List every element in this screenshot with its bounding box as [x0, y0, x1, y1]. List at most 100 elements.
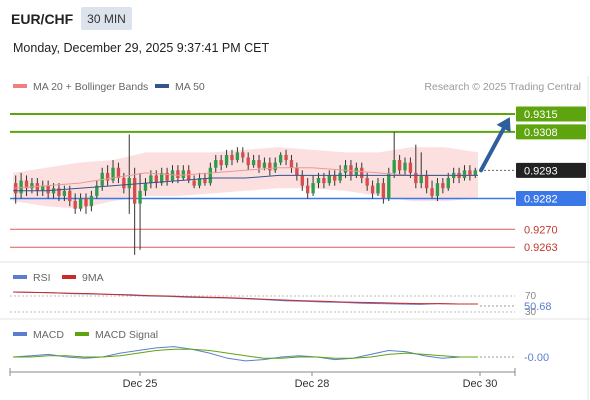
candle-body	[219, 160, 223, 166]
candle-body	[197, 178, 202, 186]
candle-body	[170, 170, 175, 181]
candle-body	[278, 154, 283, 163]
rsi-legend-swatch	[13, 275, 27, 279]
price-legend: MA 20 + Bollinger Bands MA 50 Research ©…	[13, 81, 581, 93]
forecast-arrow-shaft	[479, 122, 508, 173]
candle-body	[116, 167, 121, 178]
level-label-0.9282: 0.9282	[524, 194, 558, 206]
candle-body	[19, 180, 23, 194]
macd-series-signal	[13, 348, 478, 359]
rsi-tick-30: 30	[525, 307, 537, 318]
candle-body	[462, 170, 467, 178]
candle-body	[122, 178, 126, 189]
candle-body	[343, 165, 348, 173]
candle-body	[165, 172, 169, 181]
candle-body	[78, 198, 83, 209]
candle-body	[105, 172, 110, 181]
macd-legend-swatch	[13, 332, 27, 336]
ma50-legend-swatch	[155, 84, 169, 88]
chart-header: EUR/CHF 30 MIN Monday, December 29, 2025…	[0, 0, 590, 76]
level-label-0.9263: 0.9263	[524, 242, 558, 254]
candle-body	[235, 152, 240, 161]
candle-body	[381, 183, 386, 199]
level-label-0.9293: 0.9293	[524, 165, 558, 177]
level-label-bg-0.9308	[516, 124, 586, 140]
candle-body	[333, 175, 337, 181]
candle-body	[89, 195, 94, 207]
candle-body	[143, 183, 148, 191]
macd-series-macd	[12, 346, 478, 362]
timeframe-button[interactable]: 30 MIN	[81, 7, 132, 30]
candle-body	[435, 183, 440, 196]
ma20-line	[12, 167, 478, 189]
price-levels	[10, 112, 515, 248]
level-labels: 0.9315 0.9308 0.9293 0.9282 0.9270 0.9263	[516, 106, 586, 254]
x-tick-label-Dec 30: Dec 30	[463, 378, 498, 390]
rsi-legend: RSI 9MA	[13, 272, 104, 284]
candle-body	[230, 154, 234, 161]
macd-legend: MACD MACD Signal	[13, 329, 158, 341]
candle-body	[370, 185, 375, 194]
candle-body	[424, 175, 429, 189]
candle-body	[403, 162, 407, 171]
ma50-line	[13, 174, 478, 192]
candle-body	[430, 188, 434, 196]
candle-body	[376, 183, 380, 194]
candle-body	[284, 154, 288, 161]
x-axis: Dec 25 Dec 28 Dec 30	[9, 368, 516, 390]
candle-body	[41, 185, 45, 191]
candle-body	[246, 157, 250, 166]
candle-body	[57, 188, 61, 196]
candle-body	[62, 190, 67, 196]
candle-body	[138, 190, 142, 204]
candles	[14, 131, 477, 255]
moving-averages	[12, 167, 478, 192]
candle-body	[111, 167, 115, 181]
candle-body	[149, 175, 153, 184]
rsi-tick-70: 70	[525, 291, 537, 302]
candle-body	[473, 170, 477, 176]
candle-body	[127, 178, 131, 189]
macd-panel: -0.00	[12, 346, 549, 364]
rsi-legend-label: RSI	[33, 272, 51, 284]
candle-body	[262, 162, 267, 168]
candle-body	[300, 175, 304, 186]
candle-body	[306, 185, 310, 194]
x-tick-label-Dec 28: Dec 28	[295, 378, 330, 390]
candle-body	[51, 188, 56, 194]
candle-body	[316, 178, 321, 184]
candle-body	[441, 183, 445, 189]
candle-body	[35, 183, 40, 191]
candle-body	[311, 183, 315, 194]
macd-legend-label: MACD	[33, 329, 64, 341]
candle-body	[327, 175, 331, 184]
rsi-ma-legend-label: 9MA	[82, 272, 104, 284]
candle-body	[414, 172, 418, 184]
candle-body	[214, 160, 218, 168]
candle-body	[46, 185, 50, 194]
candle-body	[73, 201, 77, 209]
candle-body	[289, 160, 294, 168]
candle-body	[273, 162, 277, 171]
candle-body	[408, 162, 413, 173]
candle-body	[176, 170, 180, 178]
candle-body	[95, 185, 99, 196]
candle-body	[68, 190, 72, 202]
candle-body	[365, 178, 369, 186]
bollinger-legend-label: MA 20 + Bollinger Bands	[33, 81, 148, 93]
candle-body	[203, 178, 207, 184]
candle-body	[160, 172, 164, 184]
rsi-current-value: 50.68	[524, 301, 552, 313]
symbol-title: EUR/CHF	[11, 11, 74, 27]
candle-body	[360, 167, 364, 178]
candle-body	[84, 198, 88, 207]
level-label-bg-0.9293	[516, 162, 586, 178]
candle-body	[468, 170, 472, 176]
level-label-0.9270: 0.9270	[524, 224, 558, 236]
candle-body	[251, 160, 256, 166]
rsi-ma-legend-swatch	[62, 275, 76, 279]
candle-body	[338, 172, 342, 181]
candle-body	[392, 160, 396, 173]
forecast-arrow-head	[496, 117, 511, 133]
